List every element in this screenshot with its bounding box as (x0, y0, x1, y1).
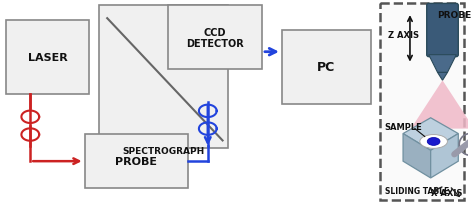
Bar (282, 31, 371, 104)
Text: SPECTROGRAPH: SPECTROGRAPH (122, 147, 205, 156)
FancyBboxPatch shape (427, 4, 458, 57)
Bar (168, 6, 262, 70)
Text: SLIDING TABLE: SLIDING TABLE (385, 186, 449, 195)
Text: PROBE: PROBE (437, 11, 472, 20)
Text: LASER: LASER (27, 53, 67, 63)
Bar (380, 4, 464, 200)
Bar (84, 134, 188, 188)
Text: SAMPLE: SAMPLE (384, 123, 422, 132)
Polygon shape (403, 118, 458, 151)
Bar (100, 6, 228, 149)
Ellipse shape (420, 135, 447, 149)
Text: PC: PC (317, 61, 335, 74)
Ellipse shape (427, 138, 440, 146)
Polygon shape (411, 81, 474, 129)
Text: CCD
DETECTOR: CCD DETECTOR (186, 28, 244, 49)
Polygon shape (403, 134, 431, 178)
Polygon shape (431, 134, 458, 178)
Bar (6, 21, 90, 95)
Text: Z AXIS: Z AXIS (388, 31, 419, 40)
Text: X AXIS: X AXIS (431, 188, 462, 197)
Polygon shape (438, 73, 447, 81)
Text: PROBE: PROBE (115, 156, 157, 166)
Polygon shape (428, 55, 456, 73)
